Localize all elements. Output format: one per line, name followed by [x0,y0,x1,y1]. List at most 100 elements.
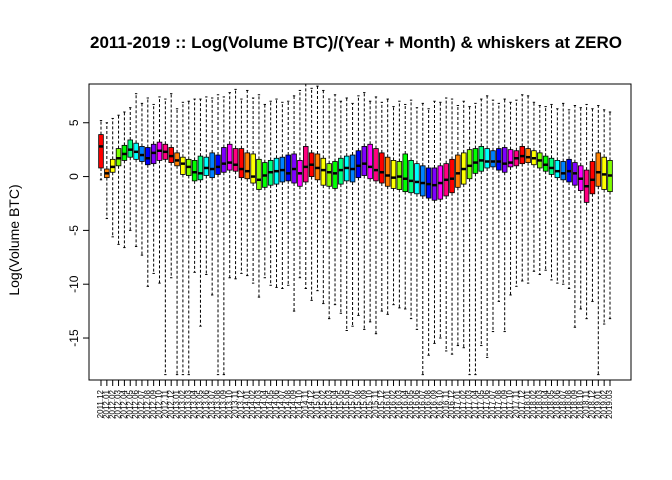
box-2012.06 [133,93,139,248]
x-tick-label: 2012.05 [125,389,134,418]
x-tick-label: 2017.03 [465,389,474,418]
box-2016.05 [408,99,414,320]
x-tick-label: 2014.11 [301,389,310,418]
box-body [215,154,221,175]
box-body [595,152,602,187]
box-2014.10 [297,89,303,279]
box-2018.07 [560,102,566,285]
box-body [496,148,502,171]
x-tick-label: 2017.08 [494,389,503,418]
x-tick-label: 2017.01 [453,389,462,418]
box-2016.02 [390,106,397,306]
x-tick-label: 2016.11 [441,389,450,418]
box-2015.10 [367,100,373,323]
box-body [244,152,251,180]
box-2012.08 [145,97,151,287]
x-tick-label: 2015.05 [336,389,345,418]
box-body [408,160,414,194]
x-tick-label: 2018.04 [541,389,550,418]
box-2013.02 [180,101,186,376]
box-body [466,149,473,180]
box-body [548,157,555,175]
box-body [507,149,514,168]
box-2015.02 [320,89,327,305]
x-tick-label: 2015.07 [348,389,357,418]
box-2016.08 [425,108,432,356]
box-2013.10 [226,92,233,279]
x-tick-label: 2015.09 [359,389,368,418]
x-tick-label: 2016.07 [418,389,427,418]
box-2017.02 [460,100,467,349]
x-tick-label: 2018.03 [535,389,544,418]
box-body [554,160,561,179]
box-2012.05 [127,107,133,231]
x-tick-label: 2016.03 [394,389,403,418]
x-tick-label: 2018.05 [547,389,556,418]
box-body [373,148,379,182]
box-body [384,156,391,187]
x-tick-label: 2016.06 [412,389,421,418]
x-tick-label: 2019.03 [605,389,614,418]
box-body [414,163,420,195]
x-tick-label: 2016.12 [447,389,456,418]
x-tick-label: 2017.02 [459,389,468,418]
box-2017.04 [472,102,479,376]
box-2014.03 [256,94,262,298]
box-2015.11 [373,96,379,335]
box-2013.11 [232,88,239,280]
box-body [285,154,291,182]
x-tick-label: 2014.07 [277,389,286,418]
x-tick-label: 2016.02 [389,389,398,418]
x-tick-label: 2013.11 [231,389,240,418]
x-tick-label: 2015.02 [318,389,327,418]
box-2014.11 [303,83,309,290]
box-2016.07 [420,102,426,376]
box-2015.03 [326,98,332,320]
x-tick-label: 2018.12 [588,389,597,418]
x-tick-label: 2018.09 [570,389,579,418]
box-body [232,148,239,172]
x-tick-label: 2015.08 [354,389,363,418]
box-2017.11 [513,99,520,287]
x-tick-label: 2013.06 [201,389,210,418]
box-2018.05 [548,103,555,281]
box-2013.05 [197,98,204,327]
x-tick-label: 2014.05 [266,389,275,418]
y-tick-label: -15 [67,329,81,347]
y-axis: -15 -10 -5 0 5 [67,119,90,347]
box-2015.09 [361,92,368,330]
x-tick-label: 2012.11 [160,389,169,418]
x-tick-label: 2018.02 [529,389,538,418]
box-2014.08 [285,100,291,286]
x-tick-label: 2012.04 [120,389,129,418]
x-tick-label: 2018.07 [558,389,567,418]
x-tick-label: 2013.08 [213,389,222,418]
x-tick-label: 2013.12 [237,389,246,418]
box-body [484,148,490,169]
box-2014.12 [308,87,315,301]
box-2016.03 [396,100,403,309]
x-tick-label: 2016.08 [424,389,433,418]
y-tick-label: -5 [67,225,81,236]
x-tick-label: 2014.04 [260,389,269,418]
box-2014.07 [279,101,286,290]
box-2018.09 [572,105,578,328]
box-body [367,143,373,180]
box-2012.12 [168,93,174,279]
box-2013.07 [209,97,215,296]
x-tick-label: 2016.04 [400,389,409,418]
box-2012.01 [104,122,110,220]
x-tick-label: 2013.03 [184,389,193,418]
box-2013.03 [186,100,192,376]
x-tick-label: 2012.09 [149,389,158,418]
box-2014.06 [273,98,280,288]
box-2019.02 [601,109,607,325]
x-tick-label: 2017.05 [476,389,485,418]
box-body [379,152,385,184]
box-2019.03 [607,111,613,320]
box-body [226,143,233,171]
x-tick-label: 2016.01 [383,389,392,418]
x-tick-label: 2014.03 [254,389,263,418]
box-body [449,158,455,194]
x-tick-label: 2016.09 [430,389,439,418]
